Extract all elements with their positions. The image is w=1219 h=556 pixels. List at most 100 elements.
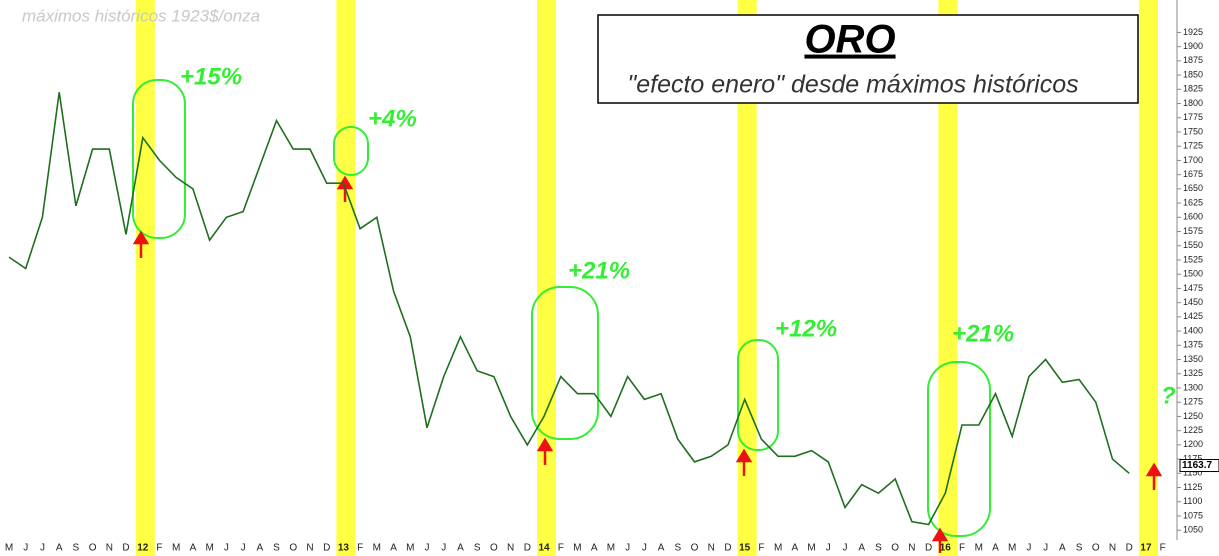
x-tick-label: N (1109, 543, 1116, 554)
y-tick-label: 1800 (1183, 98, 1203, 108)
highlight-ellipse (132, 79, 186, 239)
x-tick-label: F (357, 543, 363, 554)
x-tick-label: M (774, 543, 782, 554)
x-tick-label: A (992, 543, 999, 554)
x-tick-label: J (224, 543, 229, 554)
x-tick-label: J (23, 543, 28, 554)
y-tick-label: 1875 (1183, 55, 1203, 65)
x-tick-label: 14 (538, 543, 550, 554)
x-tick-label: M (406, 543, 414, 554)
y-tick-label: 1425 (1183, 311, 1203, 321)
y-tick-label: 1600 (1183, 212, 1203, 222)
y-tick-label: 1375 (1183, 340, 1203, 350)
y-tick-label: 1050 (1183, 525, 1203, 535)
red-arrow (536, 437, 554, 465)
y-tick-label: 1150 (1183, 468, 1202, 478)
x-tick-label: M (1008, 543, 1016, 554)
x-tick-label: N (708, 543, 715, 554)
x-tick-label: F (959, 543, 965, 554)
x-tick-label: J (441, 543, 446, 554)
x-tick-label: M (807, 543, 815, 554)
x-tick-label: D (1126, 543, 1133, 554)
y-tick-label: 1700 (1183, 155, 1203, 165)
x-tick-label: A (591, 543, 598, 554)
last-value-label: 1163.7 (1182, 460, 1212, 471)
highlight-ellipse (927, 361, 991, 537)
x-tick-label: F (1160, 543, 1166, 554)
x-tick-label: J (40, 543, 45, 554)
title-box (597, 14, 1139, 104)
y-tick-label: 1325 (1183, 368, 1203, 378)
x-tick-label: M (5, 543, 13, 554)
y-tick-label: 1750 (1183, 126, 1203, 136)
x-tick-label: D (524, 543, 531, 554)
january-band (938, 0, 958, 556)
x-tick-label: S (875, 543, 882, 554)
red-arrow (931, 527, 949, 553)
y-tick-label: 1100 (1183, 496, 1202, 506)
note: máximos históricos 1923$/onza (22, 6, 260, 25)
chart-subtitle: "efecto enero" desde máximos históricos (627, 71, 1078, 99)
x-tick-label: A (256, 543, 263, 554)
x-tick-label: A (56, 543, 63, 554)
annotation: +21% (568, 257, 630, 284)
annotation: +15% (180, 63, 242, 90)
x-tick-label: D (122, 543, 129, 554)
annotation: +12% (775, 315, 837, 342)
annotation: ? (1161, 382, 1176, 409)
x-tick-label: N (106, 543, 113, 554)
x-tick-label: M (607, 543, 615, 554)
x-tick-label: O (89, 543, 97, 554)
chart-title: ORO (804, 18, 895, 62)
x-tick-label: S (474, 543, 481, 554)
y-tick-label: 1575 (1183, 226, 1203, 236)
y-tick-label: 1500 (1183, 269, 1203, 279)
highlight-ellipse (737, 339, 779, 451)
x-tick-label: M (205, 543, 213, 554)
january-band (1138, 0, 1158, 556)
x-tick-label: N (306, 543, 313, 554)
y-tick-label: 1350 (1183, 354, 1203, 364)
annotation: +4% (368, 105, 417, 132)
x-tick-label: O (891, 543, 899, 554)
price-line (8, 92, 1130, 526)
x-tick-label: 17 (1140, 543, 1152, 554)
x-tick-label: A (858, 543, 865, 554)
x-tick-label: A (190, 543, 197, 554)
x-tick-label: O (691, 543, 699, 554)
y-tick-label: 1175 (1183, 453, 1202, 463)
x-tick-label: F (758, 543, 764, 554)
y-tick-label: 1450 (1183, 297, 1203, 307)
x-tick-label: M (975, 543, 983, 554)
x-tick-label: 16 (940, 543, 952, 554)
x-tick-label: O (490, 543, 498, 554)
x-tick-label: 12 (137, 543, 149, 554)
y-tick-label: 1650 (1183, 183, 1203, 193)
x-tick-label: N (507, 543, 514, 554)
y-tick-label: 1125 (1183, 482, 1202, 492)
x-tick-label: J (826, 543, 831, 554)
x-tick-label: A (792, 543, 799, 554)
x-tick-label: S (73, 543, 80, 554)
x-tick-label: J (241, 543, 246, 554)
x-tick-label: A (1059, 543, 1066, 554)
x-tick-label: J (642, 543, 647, 554)
x-tick-label: D (925, 543, 932, 554)
x-tick-label: A (457, 543, 464, 554)
y-tick-label: 1475 (1183, 283, 1203, 293)
y-tick-label: 1675 (1183, 169, 1203, 179)
last-value-box (1179, 459, 1219, 473)
x-tick-label: O (1092, 543, 1100, 554)
y-tick-label: 1400 (1183, 325, 1203, 335)
y-tick-label: 1625 (1183, 197, 1203, 207)
x-tick-label: J (1043, 543, 1048, 554)
x-tick-label: O (289, 543, 297, 554)
red-arrow (735, 448, 753, 476)
x-tick-label: 15 (739, 543, 751, 554)
y-tick-label: 1300 (1183, 382, 1203, 392)
january-band (537, 0, 557, 556)
x-tick-label: F (558, 543, 564, 554)
y-tick-label: 1825 (1183, 84, 1203, 94)
x-tick-label: 13 (338, 543, 350, 554)
